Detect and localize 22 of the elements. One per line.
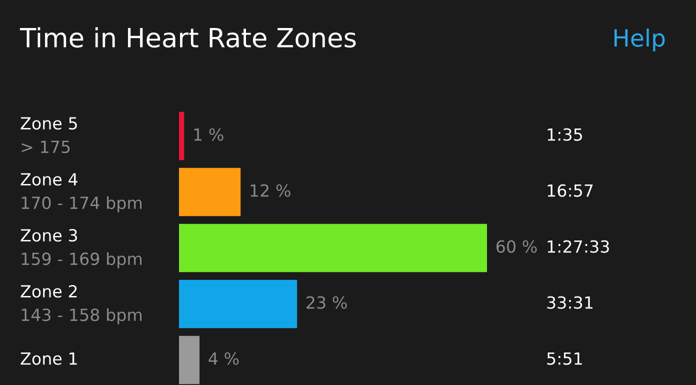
bar — [179, 224, 487, 272]
y-tick-label: Zone 4 170 - 174 bpm — [20, 173, 142, 212]
text: 16:57 — [548, 184, 593, 197]
data-label: 60 % — [496, 240, 537, 253]
bar — [179, 112, 184, 160]
data-label: 23 % — [306, 296, 347, 309]
text: 5:51 — [547, 352, 582, 365]
y-tick-label: Zone 2 143 - 158 bpm — [20, 285, 142, 324]
data-label: 1 % — [194, 128, 224, 141]
bar — [179, 280, 298, 328]
text: 1:35 — [548, 128, 582, 141]
y-tick-label: Zone 5 > 175 — [20, 117, 77, 154]
chart-title: Time in Heart Rate Zones — [20, 27, 356, 48]
data-label: 4 % — [208, 352, 239, 365]
bar — [179, 168, 241, 216]
data-label: 12 % — [250, 184, 290, 197]
text: 33:31 — [547, 296, 592, 309]
y-tick-label: Zone 1 — [20, 352, 77, 365]
text: Help — [614, 28, 665, 52]
y-tick-label: Zone 3 159 - 169 bpm — [20, 229, 142, 268]
bar — [179, 336, 200, 384]
text: 1:27:33 — [548, 240, 609, 253]
